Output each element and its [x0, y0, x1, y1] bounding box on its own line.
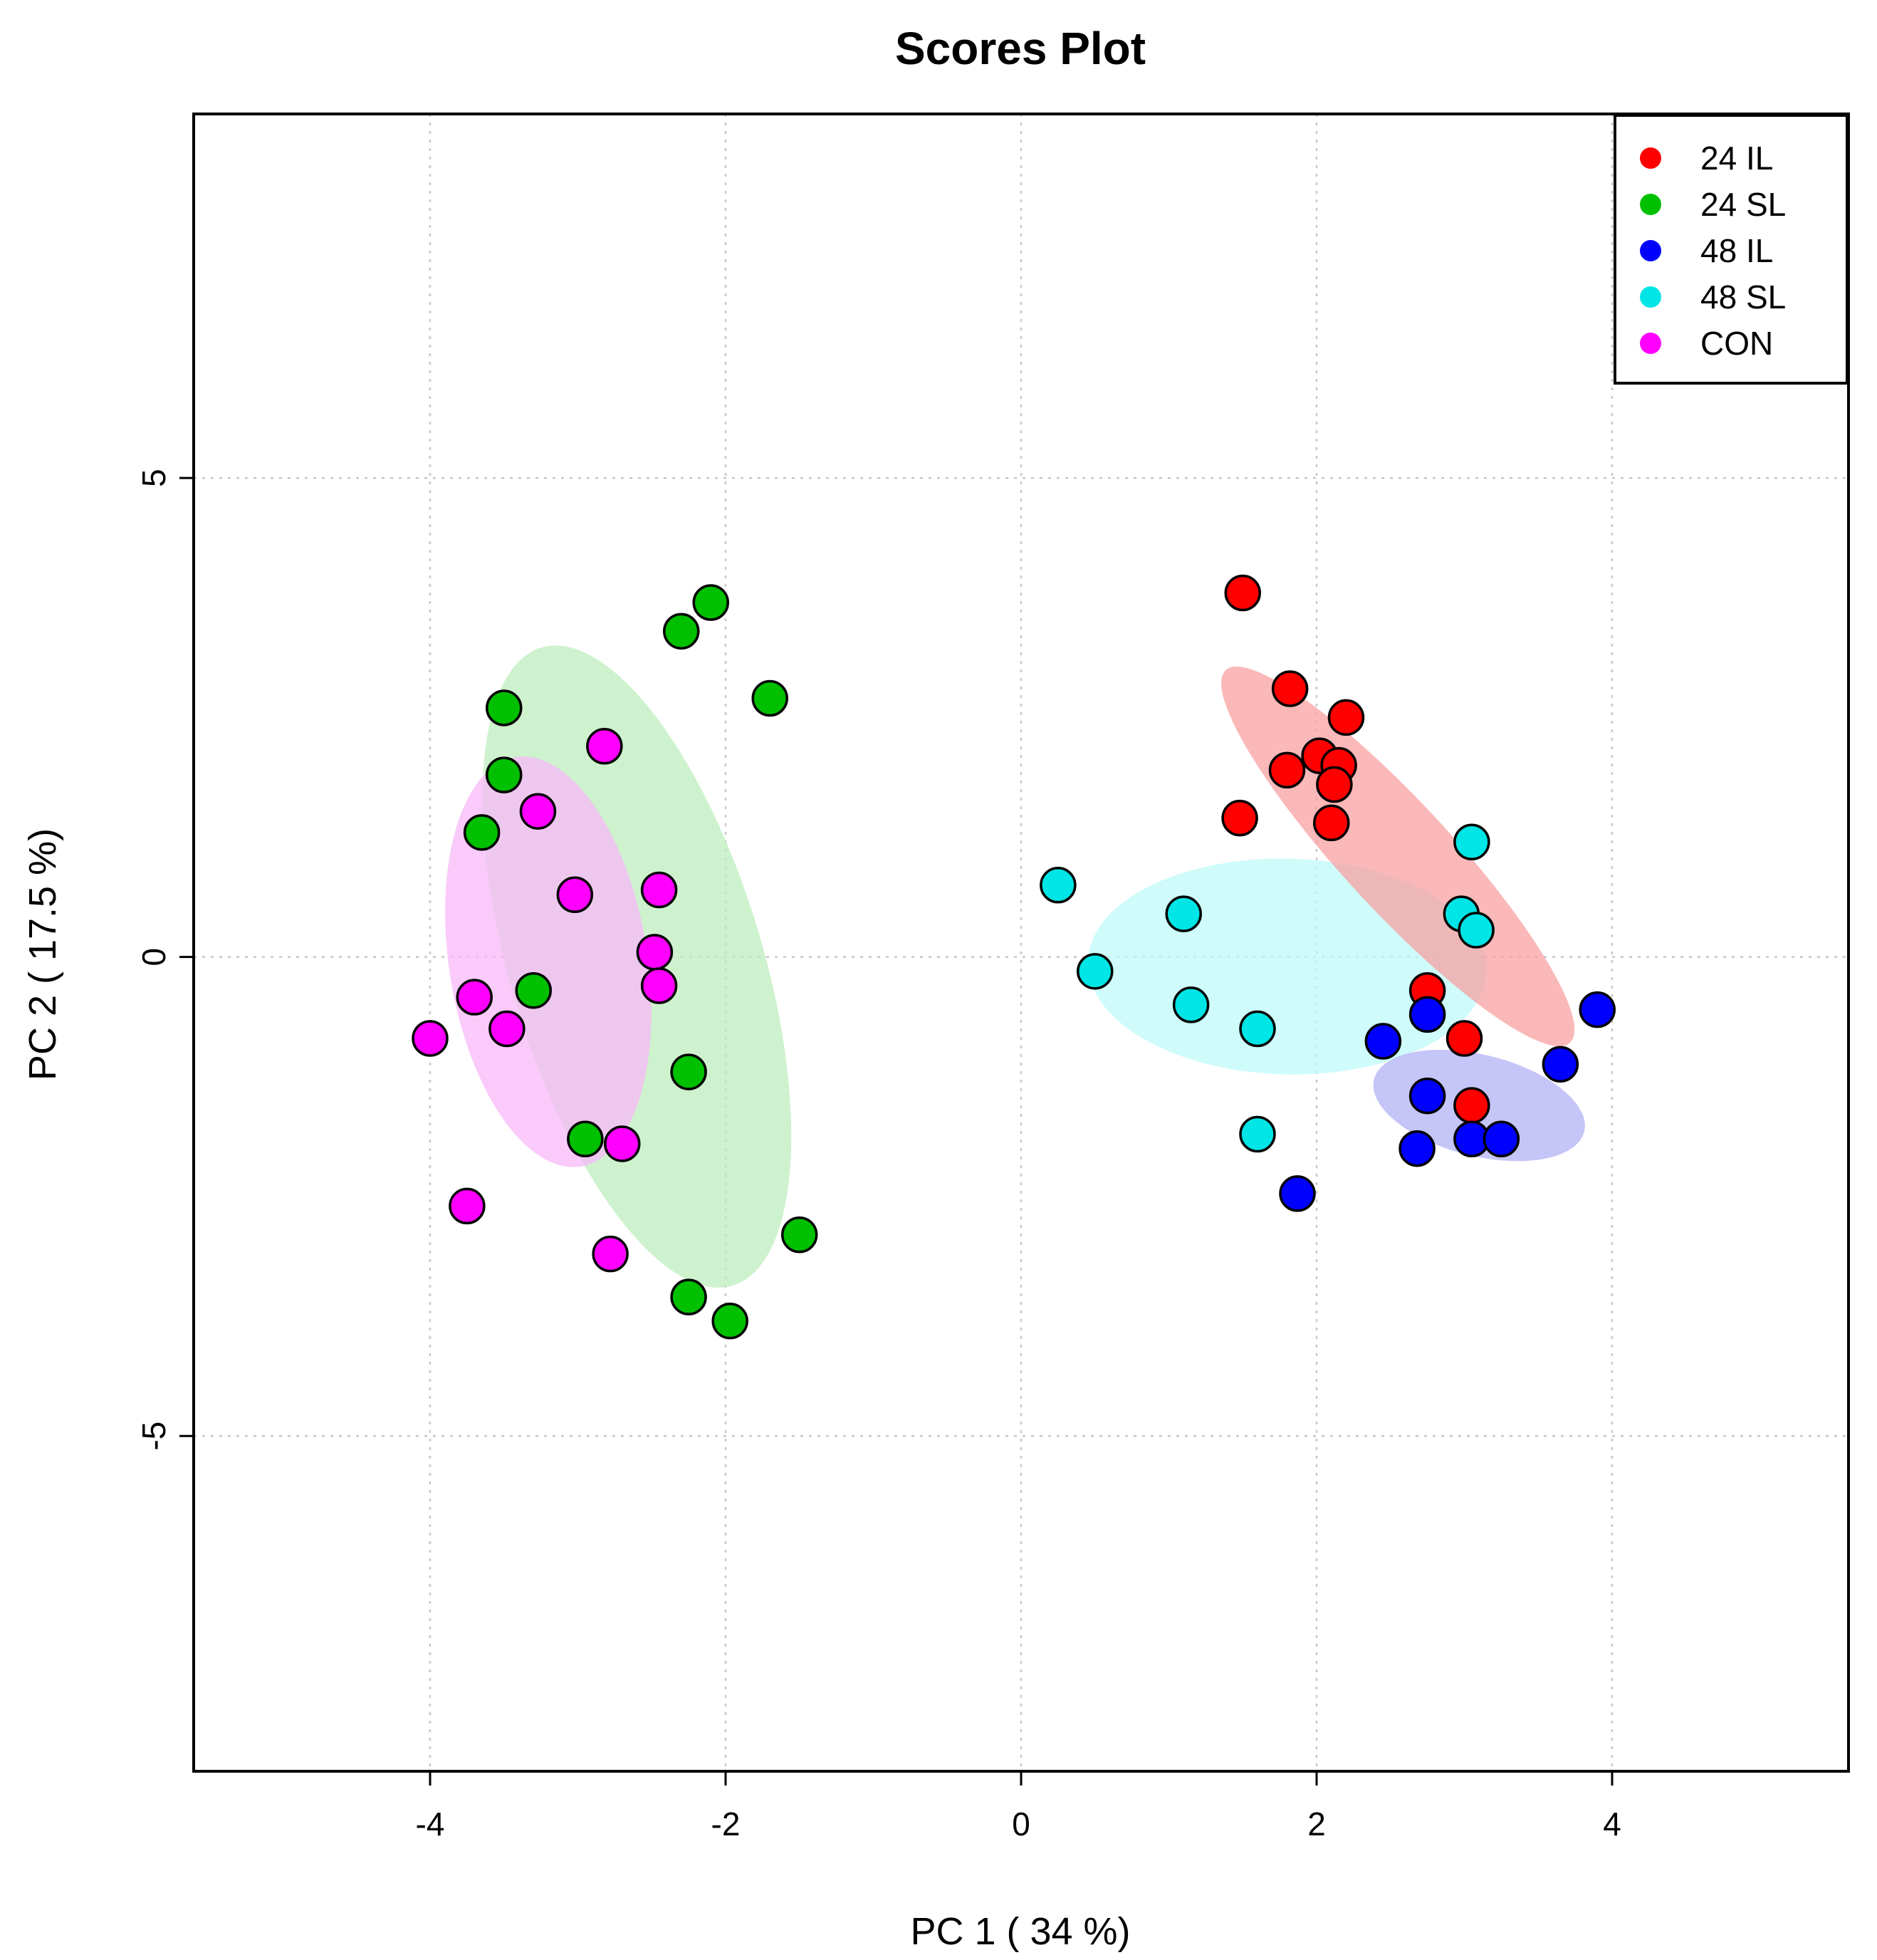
x-axis-label: PC 1 ( 34 %) — [910, 1910, 1130, 1953]
legend-label-24-sl: 24 SL — [1700, 186, 1786, 223]
point-con-6 — [456, 979, 493, 1016]
x-tick-label-4: 4 — [1603, 1805, 1621, 1842]
point-24-il-10 — [1445, 1020, 1483, 1057]
legend-marker-48-il — [1640, 240, 1661, 261]
point-24-il-6 — [1316, 766, 1353, 803]
legend-marker-24-il — [1640, 147, 1661, 169]
point-24-il-8 — [1313, 804, 1350, 842]
point-48-sl-4 — [1458, 912, 1495, 949]
point-con-1 — [519, 793, 557, 830]
point-24-il-1 — [1271, 670, 1309, 707]
point-24-sl-7 — [670, 1053, 707, 1090]
point-24-sl-5 — [463, 814, 501, 851]
axis-ticks: -4 -2 0 2 4 -5 0 5 — [135, 469, 1621, 1842]
point-con-11 — [592, 1235, 629, 1273]
point-24-sl-1 — [663, 612, 700, 650]
legend-label-24-il: 24 IL — [1700, 140, 1773, 177]
point-con-5 — [640, 967, 678, 1004]
point-24-il-11 — [1453, 1087, 1490, 1124]
x-tick-label-0: -4 — [416, 1805, 445, 1842]
point-24-sl-11 — [711, 1303, 748, 1340]
legend: 24 IL 24 SL 48 IL 48 SL CON — [1614, 114, 1849, 385]
point-con-8 — [412, 1020, 449, 1057]
point-48-sl-1 — [1040, 867, 1077, 904]
point-con-7 — [488, 1010, 526, 1048]
y-tick-label-0: -5 — [135, 1422, 172, 1451]
point-con-2 — [556, 876, 594, 913]
point-24-sl-2 — [751, 679, 788, 717]
point-24-sl-10 — [670, 1278, 707, 1315]
point-24-il-2 — [1327, 699, 1365, 736]
point-48-il-0 — [1408, 996, 1446, 1033]
point-con-3 — [640, 871, 678, 909]
point-48-il-2 — [1364, 1023, 1402, 1060]
legend-marker-con — [1640, 333, 1661, 354]
grid-lines — [194, 114, 1849, 1771]
point-24-sl-0 — [692, 584, 729, 621]
point-con-10 — [449, 1187, 486, 1225]
x-tick-label-1: -2 — [711, 1805, 741, 1842]
point-48-sl-2 — [1165, 895, 1202, 932]
point-24-il-7 — [1221, 799, 1258, 837]
x-tick-label-3: 2 — [1307, 1805, 1326, 1842]
point-48-il-3 — [1542, 1046, 1579, 1083]
point-24-sl-8 — [567, 1120, 604, 1157]
point-48-il-1 — [1579, 991, 1616, 1028]
y-axis-label: PC 2 ( 17.5 %) — [21, 828, 64, 1080]
point-24-sl-6 — [515, 972, 552, 1009]
point-48-sl-5 — [1077, 953, 1114, 990]
legend-marker-48-sl — [1640, 286, 1661, 308]
x-tick-label-2: 0 — [1012, 1805, 1030, 1842]
legend-marker-24-sl — [1640, 194, 1661, 215]
point-48-il-7 — [1398, 1130, 1436, 1167]
legend-label-48-sl: 48 SL — [1700, 278, 1786, 316]
point-48-il-6 — [1483, 1120, 1520, 1157]
point-48-sl-0 — [1453, 823, 1490, 861]
point-24-sl-3 — [486, 689, 523, 726]
point-48-il-8 — [1279, 1175, 1316, 1212]
point-con-9 — [604, 1125, 641, 1162]
legend-label-48-il: 48 IL — [1700, 232, 1773, 269]
point-24-il-0 — [1224, 574, 1261, 612]
point-con-4 — [636, 934, 674, 971]
point-24-il-5 — [1268, 751, 1306, 789]
point-48-il-4 — [1408, 1077, 1446, 1115]
ellipse-con — [445, 756, 652, 1167]
point-con-0 — [586, 728, 623, 765]
point-48-sl-8 — [1239, 1115, 1276, 1153]
legend-label-con: CON — [1700, 325, 1773, 362]
point-48-sl-6 — [1172, 986, 1210, 1023]
point-24-sl-4 — [486, 756, 523, 793]
y-tick-label-2: 5 — [135, 469, 172, 487]
point-24-sl-9 — [781, 1216, 818, 1253]
y-tick-label-1: 0 — [135, 948, 172, 966]
data-points — [412, 574, 1616, 1340]
point-48-sl-7 — [1239, 1010, 1276, 1048]
chart-title: Scores Plot — [895, 23, 1146, 74]
